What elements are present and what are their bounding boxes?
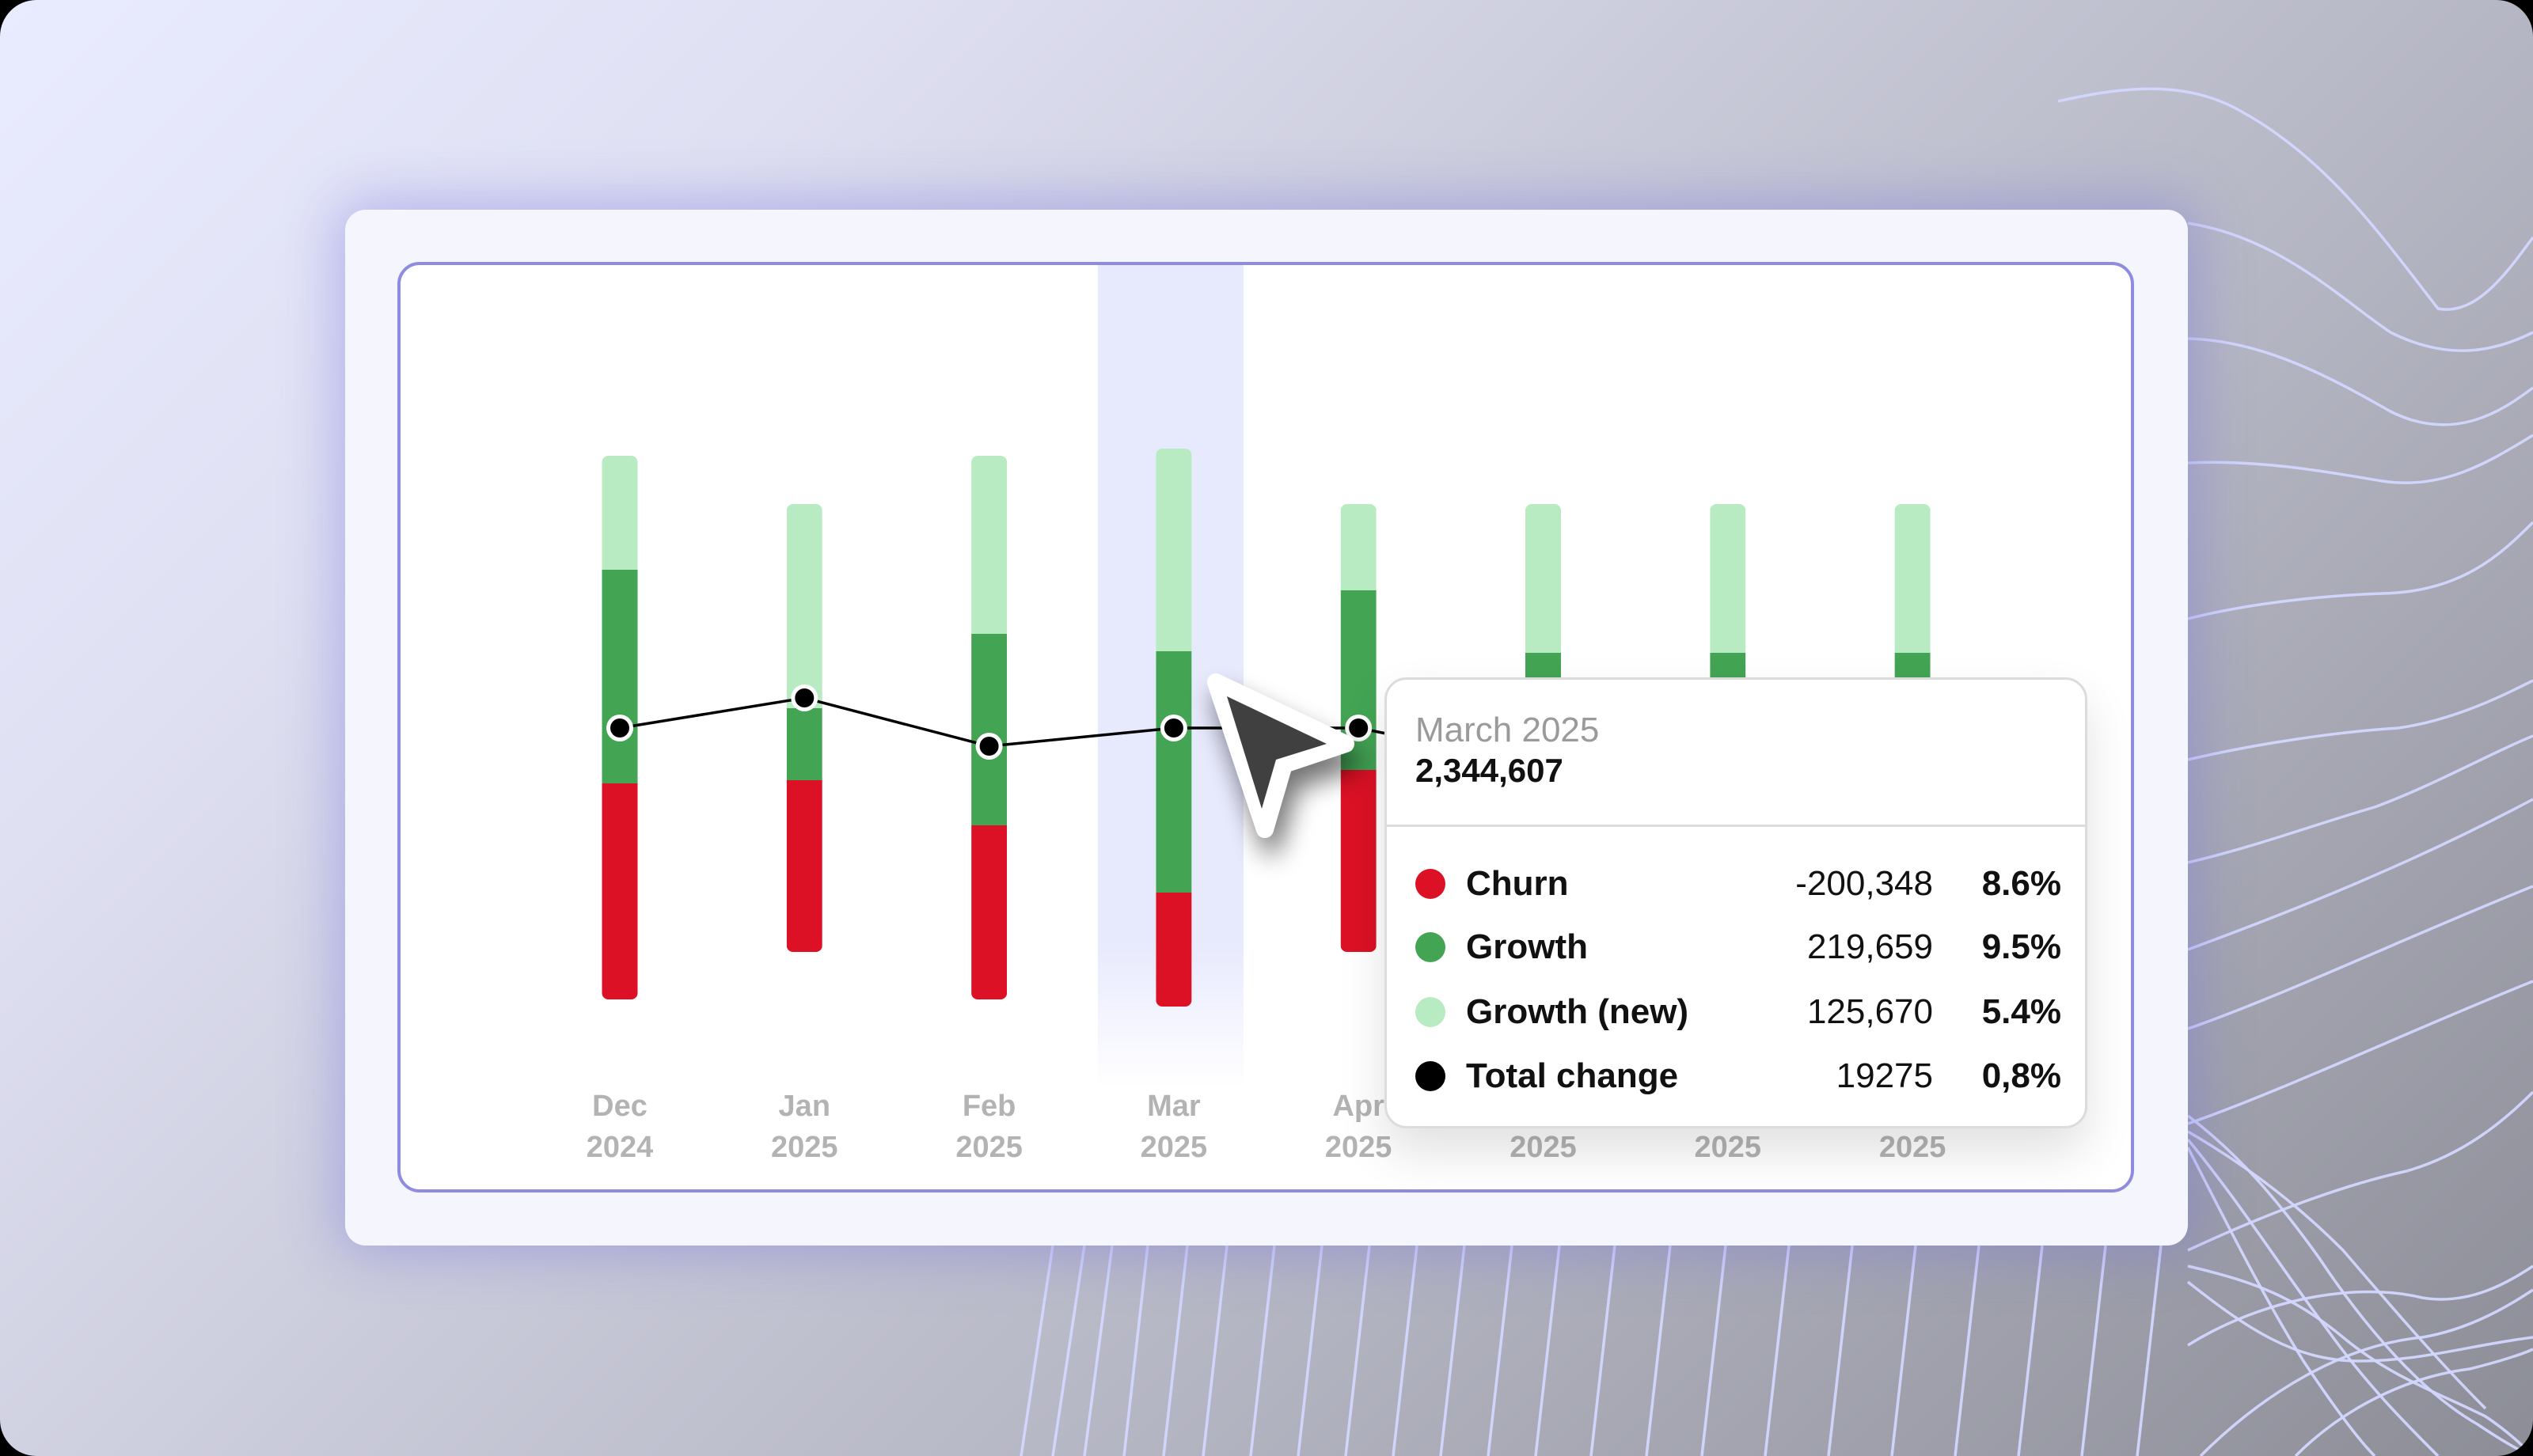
- bar-mar-2025[interactable]: [1156, 449, 1192, 1007]
- growth-new-segment: [1710, 504, 1746, 653]
- tooltip-row-pct: 5.4%: [1981, 992, 2061, 1031]
- tooltip-row-growth-new: Growth (new) 125,670 5.4%: [1415, 988, 2061, 1036]
- growth-segment: [1156, 651, 1192, 893]
- growth-new-segment: [1525, 504, 1561, 653]
- x-axis-label-month: Mar: [1147, 1090, 1201, 1123]
- growth-segment: [786, 708, 822, 780]
- x-axis-label: Dec 2024: [541, 1086, 699, 1168]
- bar-jan-2025[interactable]: [786, 504, 822, 952]
- tooltip: March 2025 2,344,607 Churn -200,348 8.6%…: [1384, 677, 2087, 1128]
- x-axis-label: Jan 2025: [725, 1086, 883, 1168]
- churn-segment: [971, 825, 1008, 999]
- total-change-point[interactable]: [1164, 719, 1183, 737]
- total-change-point[interactable]: [795, 688, 815, 707]
- total-change-point[interactable]: [1349, 719, 1369, 737]
- tooltip-row-label: Growth (new): [1466, 992, 1689, 1031]
- growth-segment: [602, 570, 638, 783]
- growth-new-segment: [1894, 504, 1931, 653]
- total-change-point[interactable]: [979, 737, 999, 756]
- churn-segment: [786, 780, 822, 952]
- x-axis-label-year: 2025: [771, 1131, 838, 1164]
- x-axis-label-month: Apr: [1332, 1090, 1384, 1123]
- churn-segment: [1340, 770, 1377, 952]
- tooltip-row-pct: 0,8%: [1981, 1056, 2061, 1095]
- growth-segment: [971, 634, 1008, 825]
- tooltip-divider: [1387, 825, 2085, 827]
- tooltip-row-pct: 8.6%: [1981, 864, 2061, 903]
- growth-legend-dot-icon: [1415, 932, 1445, 962]
- tooltip-row-label: Total change: [1466, 1056, 1679, 1095]
- tooltip-title: March 2025: [1415, 711, 1600, 749]
- growth-new-segment: [1340, 504, 1377, 590]
- total-change-point[interactable]: [610, 719, 629, 737]
- growth-segment: [1340, 590, 1377, 770]
- x-axis-label-month: Jan: [778, 1090, 831, 1123]
- x-axis-label-year: 2025: [955, 1131, 1023, 1164]
- tooltip-total: 2,344,607: [1415, 752, 1563, 789]
- x-axis-label-year: 2025: [1510, 1131, 1577, 1164]
- x-axis-label-year: 2025: [1140, 1131, 1208, 1164]
- tooltip-row-total-change: Total change 19275 0,8%: [1415, 1052, 2061, 1100]
- tooltip-row-value: 219,659: [1806, 927, 1933, 966]
- growth-new-segment: [786, 504, 822, 708]
- tooltip-row-pct: 9.5%: [1981, 927, 2061, 966]
- x-axis-label: Feb 2025: [910, 1086, 1069, 1168]
- tooltip-row-growth: Growth 219,659 9.5%: [1415, 923, 2061, 971]
- tooltip-row-churn: Churn -200,348 8.6%: [1415, 860, 2061, 908]
- growth-new-legend-dot-icon: [1415, 997, 1445, 1027]
- growth-new-segment: [1156, 449, 1192, 651]
- tooltip-row-label: Growth: [1466, 927, 1588, 966]
- x-axis-label-month: Feb: [962, 1090, 1016, 1123]
- growth-new-segment: [971, 456, 1008, 634]
- total-change-legend-dot-icon: [1415, 1061, 1445, 1091]
- tooltip-row-value: 125,670: [1806, 992, 1933, 1031]
- x-axis-label-year: 2025: [1694, 1131, 1762, 1164]
- x-axis-label-year: 2025: [1878, 1131, 1946, 1164]
- tooltip-row-value: 19275: [1836, 1056, 1933, 1095]
- churn-segment: [1156, 893, 1192, 1007]
- tooltip-row-value: -200,348: [1795, 864, 1933, 903]
- x-axis-label: Apr 2025: [1279, 1086, 1437, 1168]
- churn-legend-dot-icon: [1415, 869, 1445, 899]
- x-axis-label-year: 2024: [586, 1131, 654, 1164]
- x-axis-label-year: 2025: [1324, 1131, 1392, 1164]
- churn-segment: [602, 783, 638, 999]
- bar-dec-2024[interactable]: [602, 456, 638, 999]
- growth-new-segment: [602, 456, 638, 570]
- x-axis-label: Mar 2025: [1095, 1086, 1253, 1168]
- bar-feb-2025[interactable]: [971, 456, 1008, 999]
- x-axis-label-month: Dec: [592, 1090, 647, 1123]
- tooltip-row-label: Churn: [1466, 864, 1569, 903]
